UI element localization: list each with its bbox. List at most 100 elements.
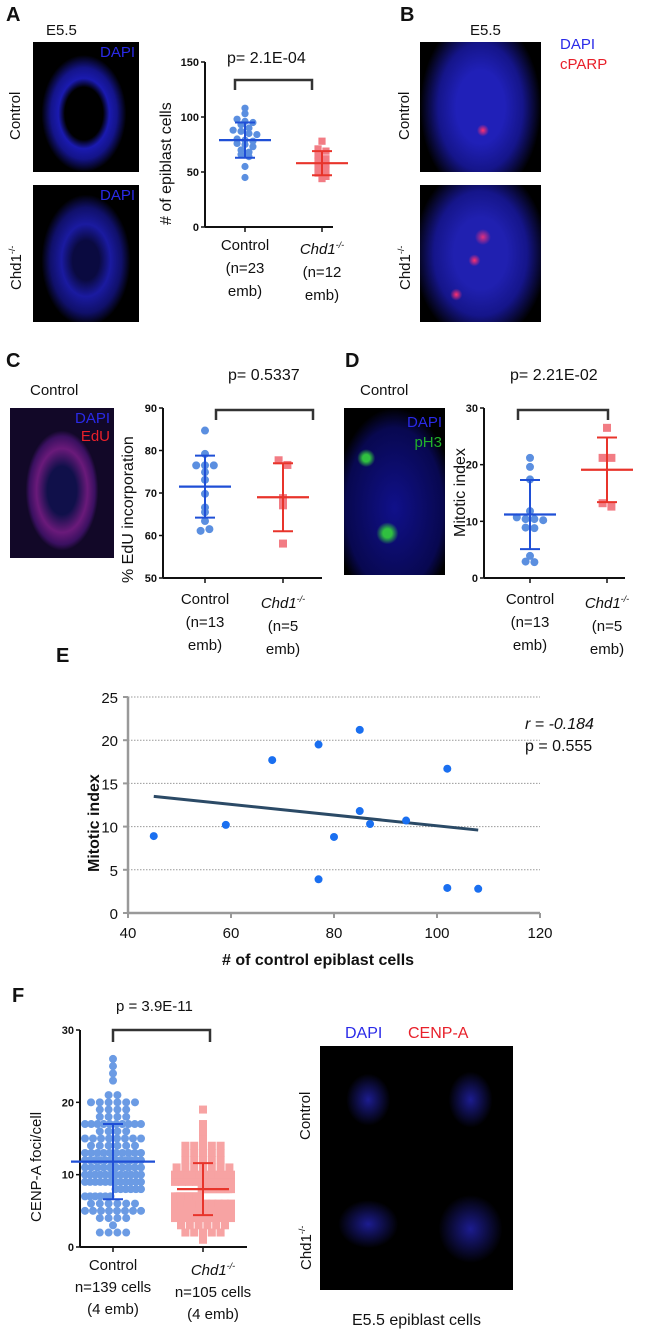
data-point-mutant [202, 1199, 211, 1208]
data-point-control [81, 1206, 89, 1215]
data-point [268, 756, 277, 765]
chart-panel-f: 0 10 20 30 [62, 1025, 247, 1254]
data-point-control [122, 1214, 131, 1223]
data-point-control [137, 1134, 145, 1143]
data-point-mutant [221, 1221, 229, 1230]
data-point-mutant [190, 1148, 199, 1157]
data-point-mutant [195, 1170, 204, 1179]
stage-label: E5.5 [470, 22, 501, 39]
significance-bracket [214, 408, 315, 420]
data-point [355, 807, 364, 816]
data-point-control [104, 1199, 113, 1208]
data-point-control [530, 558, 539, 567]
data-point-control [95, 1112, 104, 1121]
data-point-mutant [187, 1214, 195, 1223]
data-point-mutant [203, 1221, 212, 1230]
data-point-mutant [314, 145, 322, 153]
data-point-control [105, 1134, 113, 1143]
stain-label-cenpa: CENP-A [408, 1025, 469, 1042]
y-tick-label: 150 [181, 57, 199, 69]
data-point-control [192, 461, 201, 470]
data-point-control [87, 1141, 95, 1150]
data-point-control [129, 1134, 137, 1143]
data-point-mutant [208, 1199, 217, 1208]
data-point-control [241, 162, 249, 171]
panel-label-b: B [400, 4, 415, 26]
data-point-control [95, 1214, 104, 1223]
data-point-mutant [177, 1170, 186, 1179]
significance-bracket [111, 1028, 212, 1042]
data-point-control [97, 1206, 105, 1215]
data-point-mutant [199, 1127, 207, 1136]
data-point-control [131, 1098, 139, 1107]
data-point-control [237, 127, 245, 135]
data-point-control [526, 462, 534, 471]
stain-label-cparp: cPARP [560, 56, 608, 73]
data-point-mutant [208, 1170, 217, 1179]
y-tick-label: 80 [145, 446, 157, 458]
data-point-control [95, 1199, 104, 1208]
data-point-control [95, 1228, 104, 1237]
y-tick-label: 25 [101, 690, 118, 707]
data-point-control [124, 1148, 133, 1157]
data-point-mutant [199, 1156, 207, 1165]
data-point-mutant [203, 1214, 211, 1223]
stain-label-dapi: DAPI [99, 44, 135, 61]
data-point-mutant [314, 151, 322, 160]
data-point [474, 884, 483, 893]
data-point-mutant [181, 1141, 190, 1150]
data-point-mutant [214, 1170, 223, 1179]
category-label-mutant: Chd1-/- (n=12 emb) [299, 240, 345, 304]
data-point-mutant [314, 162, 322, 171]
data-point-control [113, 1098, 122, 1107]
data-point-mutant [598, 453, 607, 462]
data-point-control [233, 115, 241, 123]
data-point-mutant [172, 1163, 181, 1172]
panel-label-c: C [6, 350, 21, 372]
data-point-mutant [189, 1199, 198, 1208]
data-point-mutant [220, 1170, 229, 1179]
data-point-mutant [216, 1228, 225, 1237]
y-tick-label: 20 [466, 460, 478, 472]
data-point-mutant [274, 456, 283, 465]
data-point-control [99, 1148, 108, 1157]
data-point-control [530, 524, 539, 533]
data-point-mutant [603, 423, 611, 432]
data-point-control [104, 1141, 113, 1150]
data-point-control [81, 1163, 89, 1172]
category-label-control: Control (n=13 emb) [505, 591, 555, 654]
p-value-c: p= 0.5337 [228, 367, 300, 384]
data-point-control [121, 1206, 129, 1215]
data-point-control [113, 1199, 122, 1208]
micrograph-mutant: DAPI [33, 185, 139, 322]
data-point-control [87, 1163, 96, 1172]
data-point-mutant [279, 539, 287, 548]
data-point-control [95, 1141, 104, 1150]
data-point-mutant [199, 1141, 207, 1150]
data-point-control [526, 453, 534, 462]
data-point-mutant [179, 1206, 187, 1215]
r-value-e: r = -0.184 [525, 716, 594, 733]
data-point-control [87, 1098, 95, 1107]
data-point-control [129, 1206, 137, 1215]
data-point-mutant [171, 1199, 179, 1208]
data-point-control [109, 1076, 117, 1085]
data-point-mutant [199, 1148, 207, 1157]
data-point-mutant [199, 1120, 207, 1129]
data-point-control [104, 1112, 113, 1121]
data-point-control [109, 1069, 117, 1078]
category-label-control: Control (n=13 emb) [180, 591, 230, 654]
data-point-control [104, 1214, 113, 1223]
data-point-mutant [195, 1199, 204, 1208]
data-point-control [241, 110, 249, 118]
data-point-mutant [183, 1170, 192, 1179]
data-point-mutant [207, 1141, 216, 1150]
data-point-control [249, 143, 257, 151]
data-point-mutant [214, 1199, 223, 1208]
data-point-control [113, 1134, 121, 1143]
data-point-control [113, 1112, 122, 1121]
data-point-mutant [207, 1156, 216, 1165]
data-point-mutant [216, 1156, 225, 1165]
chart-panel-c: 50 60 70 80 90 [145, 403, 322, 585]
data-point-control [530, 515, 539, 524]
